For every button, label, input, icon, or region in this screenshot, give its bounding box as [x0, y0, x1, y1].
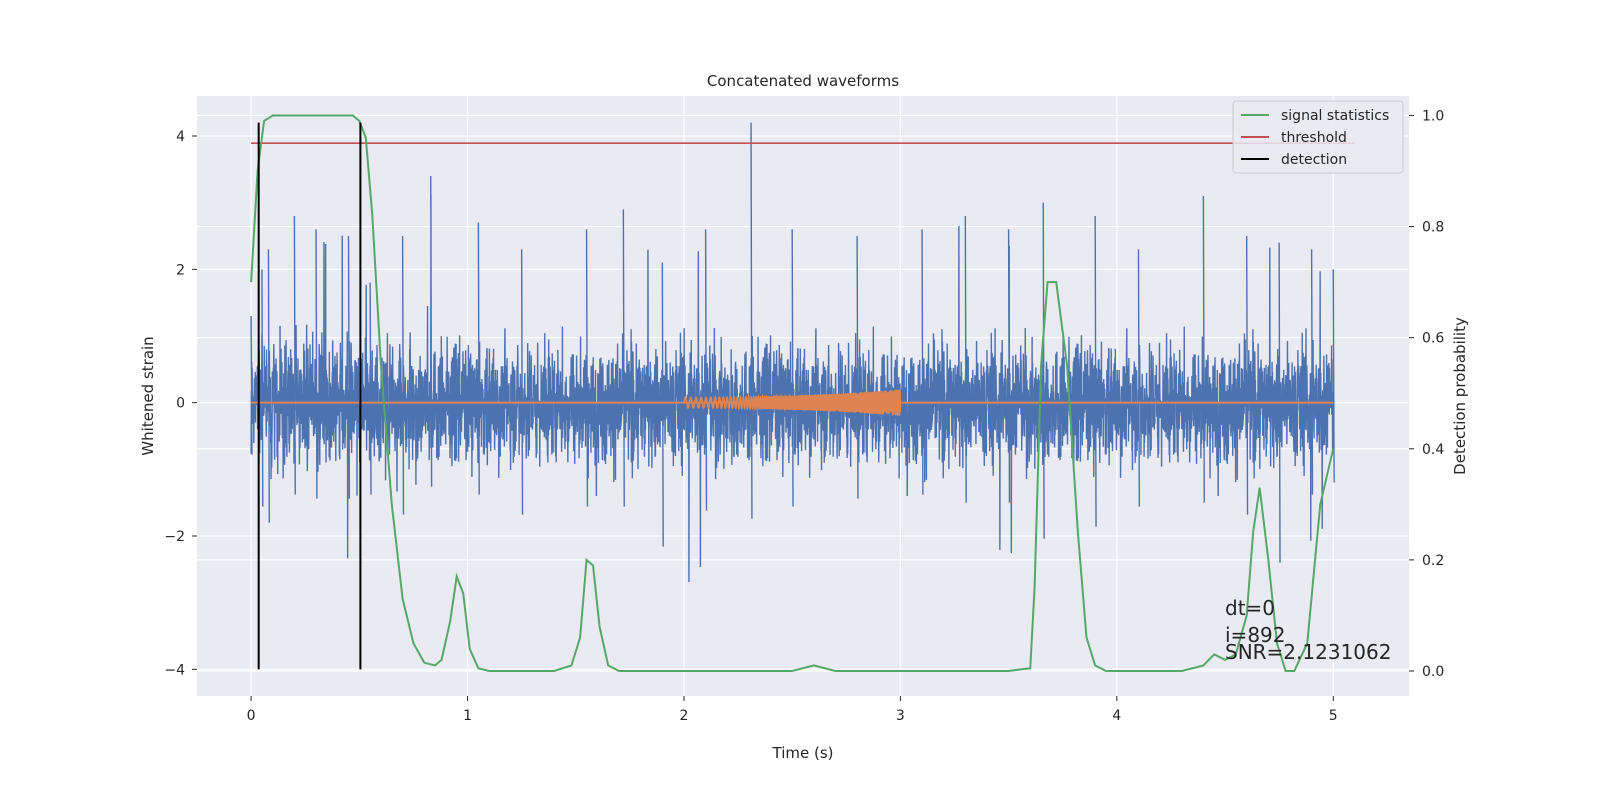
x-tick-label: 5	[1329, 708, 1338, 724]
chirp-waveform	[683, 389, 902, 416]
right-y-tick-label: 0.2	[1422, 553, 1444, 569]
x-axis-ticks: 0 1 2 3 4 5	[247, 696, 1338, 724]
legend-threshold-label: threshold	[1281, 130, 1347, 146]
annotation-index: i=892	[1225, 623, 1286, 647]
legend-detection-label: detection	[1281, 152, 1347, 168]
left-y-tick-label: 0	[176, 396, 185, 412]
annotation-dt: dt=0	[1225, 596, 1275, 620]
annotation: dt=0 i=892 SNR=2.1231062	[1225, 596, 1391, 664]
annotation-snr: SNR=2.1231062	[1225, 640, 1391, 664]
x-tick-label: 0	[247, 708, 256, 724]
right-y-axis-label: Detection probability	[1451, 317, 1469, 475]
x-axis-label: Time (s)	[772, 744, 834, 762]
right-y-tick-label: 0.6	[1422, 331, 1444, 347]
x-tick-label: 4	[1112, 708, 1121, 724]
legend: signal statistics threshold detection	[1232, 100, 1404, 174]
legend-signal-statistics-label: signal statistics	[1281, 108, 1389, 124]
left-y-tick-label: 2	[176, 262, 185, 278]
right-y-axis-ticks: 0.0 0.2 0.4 0.6 0.8 1.0	[1409, 108, 1444, 680]
left-y-axis-ticks: −4 −2 0 2 4	[164, 129, 197, 678]
left-y-tick-label: 4	[176, 129, 185, 145]
detection-lines	[257, 122, 362, 670]
right-y-tick-label: 0.0	[1422, 664, 1444, 680]
right-y-tick-label: 0.4	[1422, 442, 1444, 458]
x-tick-label: 3	[896, 708, 905, 724]
left-y-axis-label: Whitened strain	[139, 336, 157, 455]
left-y-tick-label: −4	[164, 662, 185, 678]
right-y-tick-label: 1.0	[1422, 108, 1444, 124]
x-tick-label: 2	[680, 708, 689, 724]
legend-box	[1232, 100, 1404, 174]
left-y-tick-label: −2	[164, 529, 185, 545]
x-tick-label: 1	[463, 708, 472, 724]
signal-statistics-line	[250, 114, 1335, 672]
chart-title: Concatenated waveforms	[707, 72, 899, 90]
right-y-tick-label: 0.8	[1422, 220, 1444, 236]
